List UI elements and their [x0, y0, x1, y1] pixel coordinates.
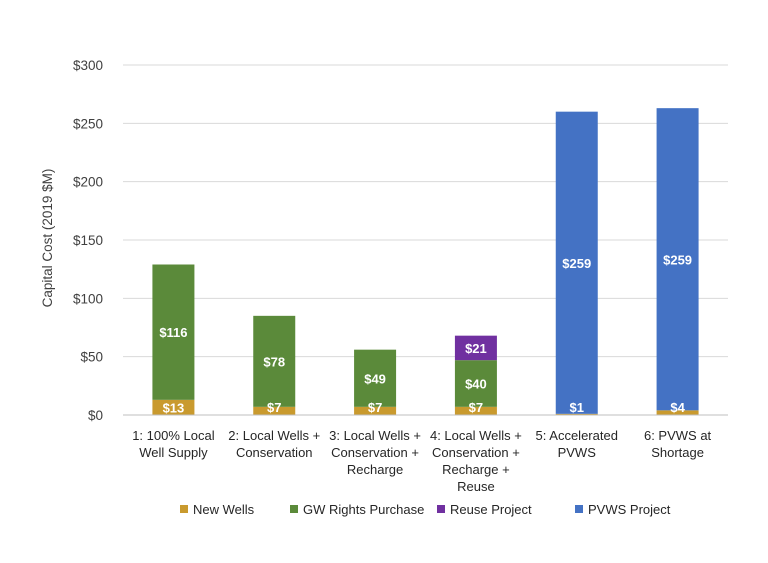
x-tick-label-line: Shortage [651, 445, 704, 460]
bar-segment [152, 399, 195, 415]
x-tick-label-line: 1: 100% Local [132, 428, 215, 443]
data-label: $116 [159, 325, 187, 340]
legend-label: New Wells [193, 502, 255, 517]
x-tick-label: 1: 100% Local Well Supply [132, 428, 215, 460]
x-tick-label-line: Reuse [457, 479, 495, 494]
x-tick-label: 6: PVWS at Shortage [644, 428, 712, 460]
bar-segment [454, 360, 497, 407]
data-label: $21 [465, 341, 487, 356]
x-tick-label: 2: Local Wells + Conservation [228, 428, 320, 460]
x-tick-label: 4: Local Wells + Conservation + Recharge +… [430, 428, 522, 494]
x-tick-label-line: Well Supply [139, 445, 208, 460]
y-tick-label: $200 [73, 175, 103, 190]
x-tick-label: 5: Accelerated PVWS [536, 428, 618, 460]
legend-swatch [437, 505, 445, 513]
y-tick-label: $50 [80, 350, 103, 365]
x-tick-label-line: Recharge [347, 462, 403, 477]
data-label: $7 [368, 400, 382, 415]
bar-segment [555, 413, 598, 415]
legend-label: Reuse Project [450, 502, 532, 517]
legend-swatch [575, 505, 583, 513]
y-tick-label: $250 [73, 116, 103, 131]
data-label: $259 [562, 256, 591, 271]
y-tick-label: $150 [73, 233, 103, 248]
bar-segment [454, 335, 497, 361]
data-label: $7 [469, 400, 483, 415]
data-label: $259 [663, 252, 692, 267]
data-label: $49 [364, 371, 386, 386]
x-tick-label-line: Conservation + [432, 445, 520, 460]
bar-segment [152, 264, 195, 400]
x-tick-label-line: PVWS [558, 445, 597, 460]
bar-segment [354, 406, 397, 415]
x-tick-label-line: 6: PVWS at [644, 428, 712, 443]
legend-swatch [180, 505, 188, 513]
x-tick-label-line: 3: Local Wells + [329, 428, 421, 443]
y-tick-label: $300 [73, 58, 103, 73]
legend: New Wells GW Rights Purchase Reuse Project… [180, 502, 671, 517]
legend-label: GW Rights Purchase [303, 502, 424, 517]
data-label: $78 [263, 354, 285, 369]
x-tick-label-line: 4: Local Wells + [430, 428, 522, 443]
legend-swatch [290, 505, 298, 513]
data-label: $4 [670, 400, 685, 415]
legend-label: PVWS Project [588, 502, 671, 517]
y-tick-label: $0 [88, 408, 103, 423]
x-tick-label-line: Conservation + [331, 445, 419, 460]
bar-segment [656, 108, 699, 411]
x-tick-label-line: Recharge + [442, 462, 510, 477]
bar-segment [253, 315, 296, 407]
x-tick-label-line: 2: Local Wells + [228, 428, 320, 443]
bar-segment [656, 410, 699, 415]
bar-segment [253, 406, 296, 415]
bars [152, 108, 699, 415]
axes: $0 $50 $100 $150 $200 $250 $300 1: 100% Local We… [73, 58, 728, 494]
data-label: $7 [267, 400, 281, 415]
y-axis-title: Capital Cost (2019 $M) [40, 169, 55, 308]
data-labels: $13 $116 $7 $78 $7 $49 $7 $40 $21 $1 $259 $4 $259 [159, 252, 692, 415]
data-label: $1 [570, 400, 584, 415]
x-tick-label-line: 5: Accelerated [536, 428, 618, 443]
bar-segment [454, 406, 497, 415]
data-label: $40 [465, 377, 487, 392]
data-label: $13 [163, 400, 185, 415]
x-tick-label: 3: Local Wells + Conservation + Recharge [329, 428, 421, 477]
bar-segment [555, 111, 598, 414]
y-tick-label: $100 [73, 291, 103, 306]
bar-segment [354, 349, 397, 407]
gridlines [123, 64, 728, 358]
x-tick-label-line: Conservation [236, 445, 313, 460]
